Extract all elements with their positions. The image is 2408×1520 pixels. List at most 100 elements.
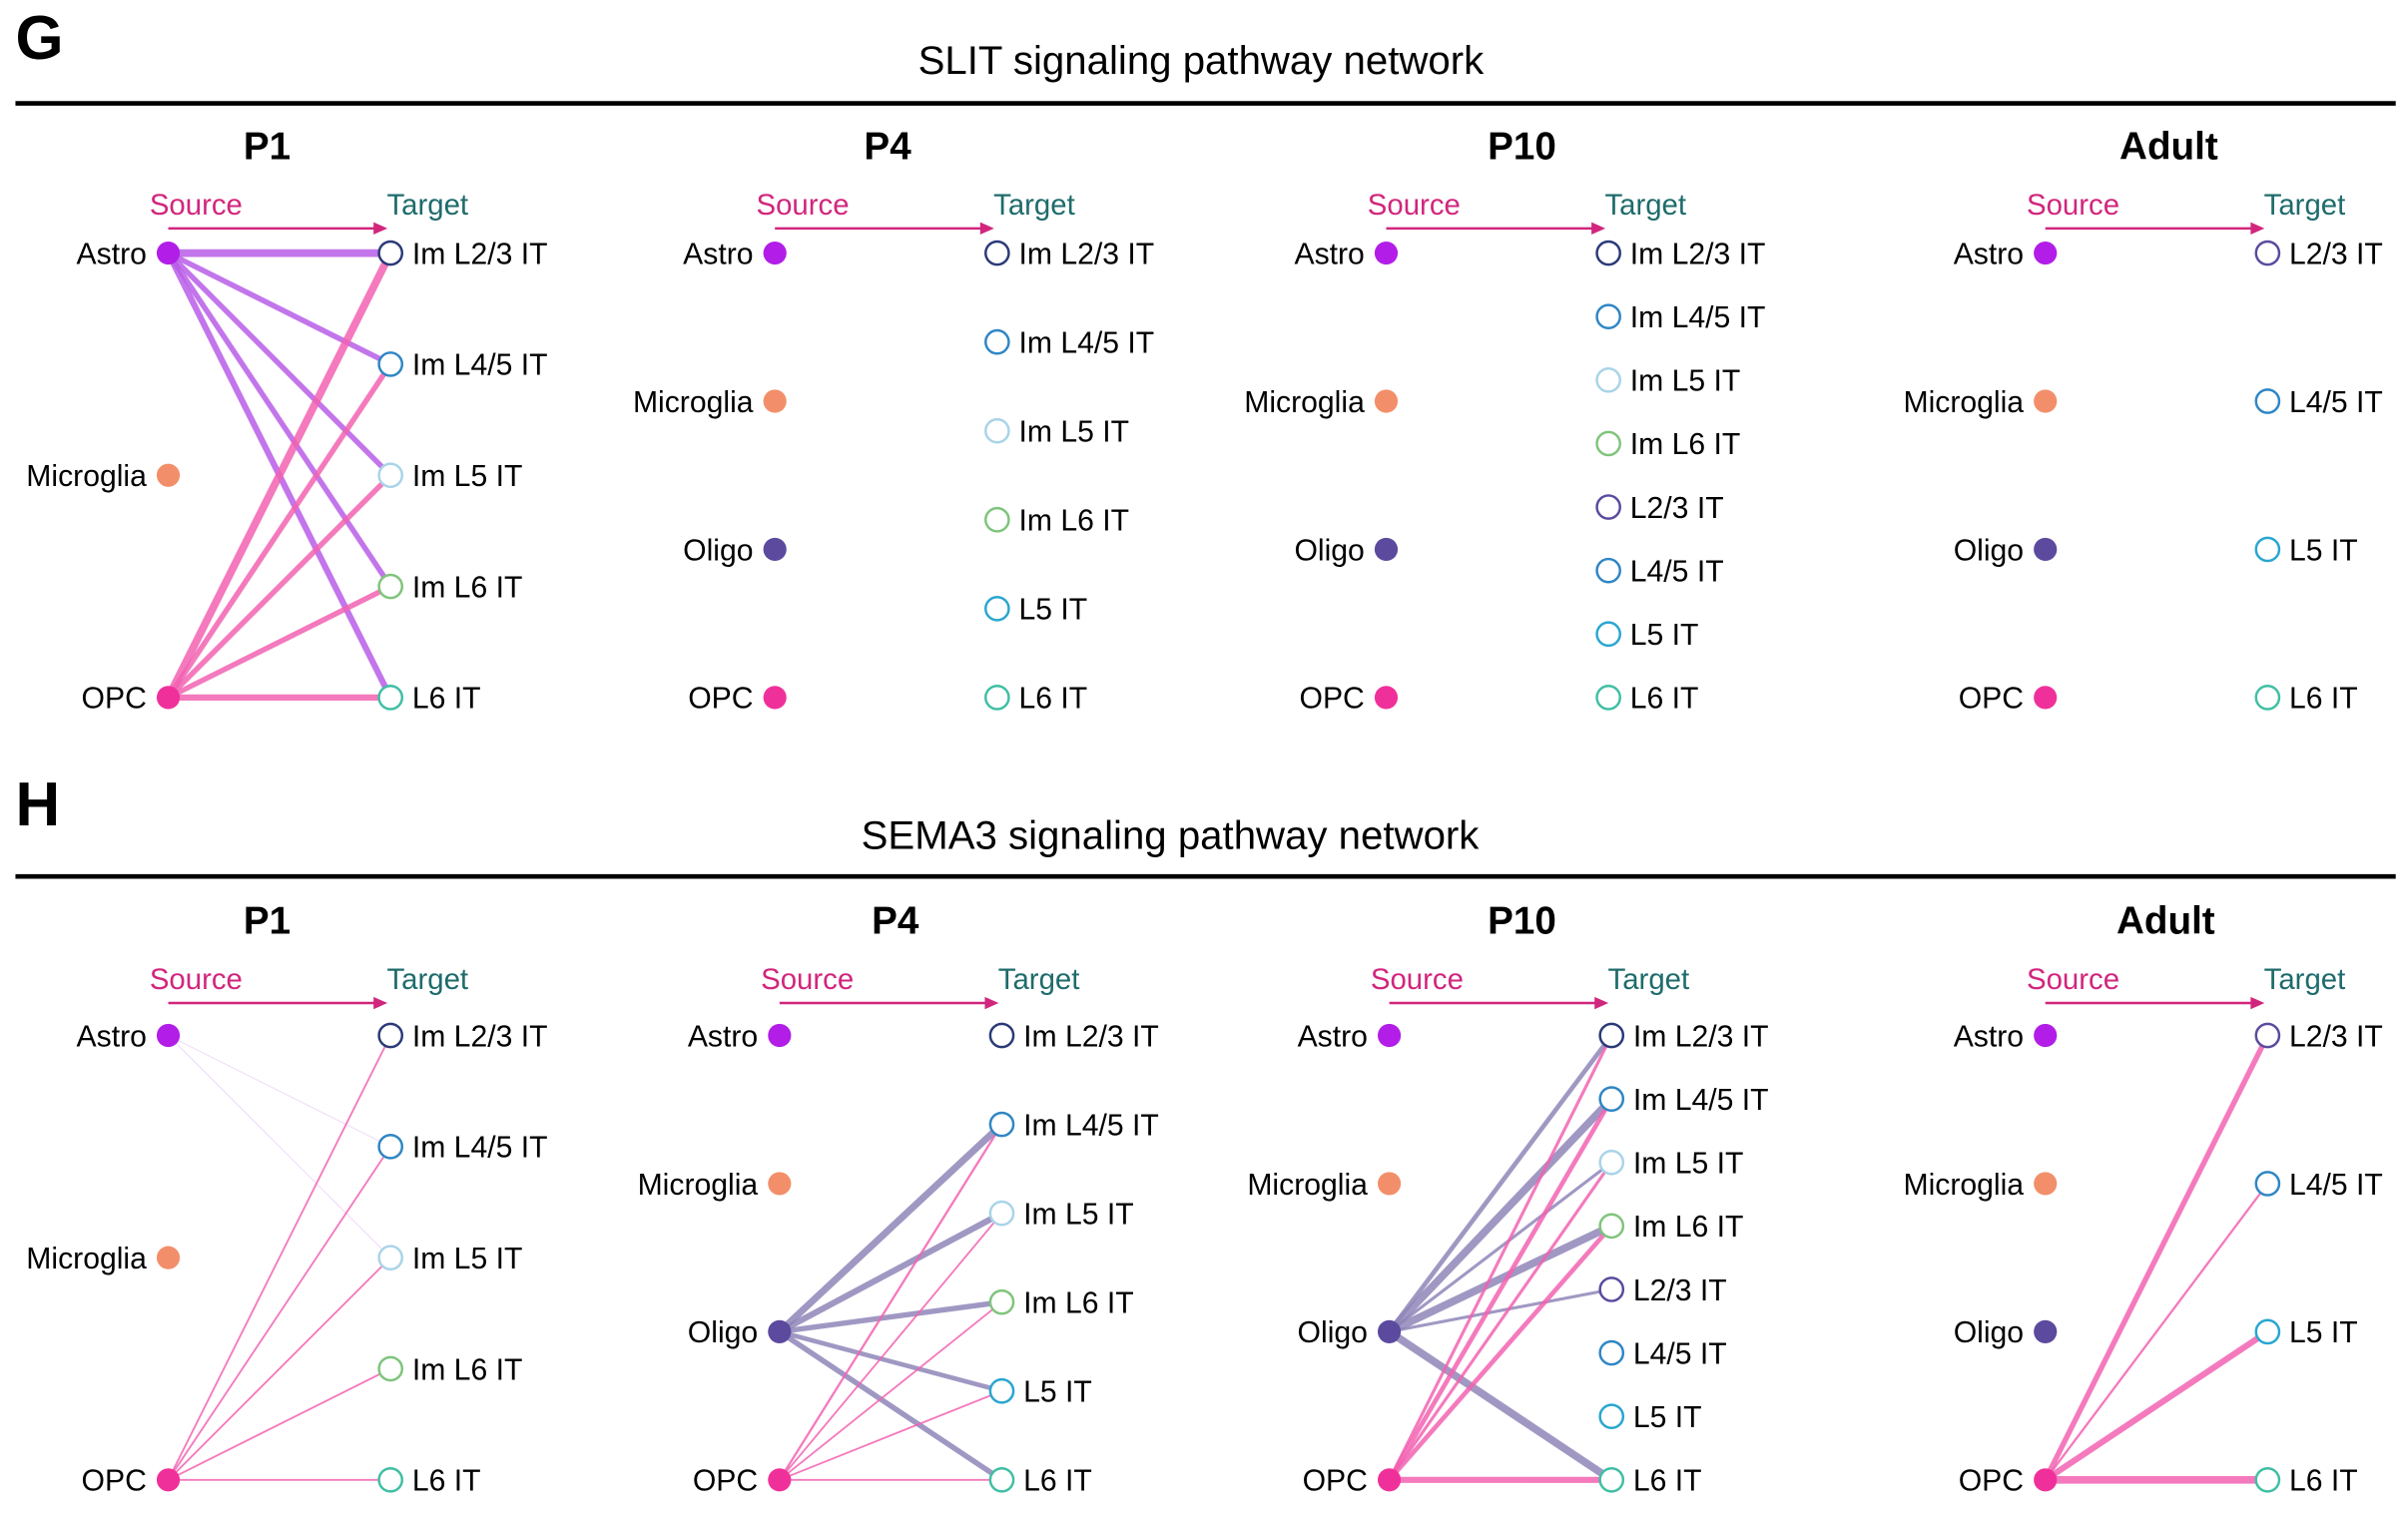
target-header: Target	[386, 963, 468, 996]
target-node-l2-3-it	[1598, 1276, 1625, 1302]
panel-title: Adult	[2119, 125, 2218, 168]
target-node-l5-it	[2254, 536, 2281, 563]
source-node-microglia	[2034, 389, 2058, 413]
target-label-l5-it: L5 IT	[2289, 534, 2358, 567]
edge-oligo-to-im-l4-5-it	[776, 1121, 1005, 1335]
target-node-im-l4-5-it	[988, 1111, 1015, 1138]
target-node-im-l2-3-it	[1595, 240, 1621, 266]
target-node-l5-it	[988, 1377, 1015, 1404]
target-node-im-l6-it	[984, 506, 1010, 533]
target-label-l6-it: L6 IT	[1633, 1465, 1702, 1498]
target-label-l6-it: L6 IT	[1630, 683, 1699, 716]
target-node-l6-it	[1598, 1466, 1625, 1493]
target-node-l4-5-it	[1595, 557, 1621, 584]
source-label-astro: Astro	[688, 1020, 758, 1053]
source-header: Source	[2027, 189, 2119, 222]
target-node-im-l5-it	[377, 462, 404, 489]
target-label-im-l4-5-it: Im L4/5 IT	[1018, 326, 1154, 359]
target-label-im-l4-5-it: Im L4/5 IT	[412, 349, 548, 382]
target-header: Target	[998, 963, 1080, 996]
target-node-l2-3-it	[2254, 240, 2281, 266]
target-node-im-l4-5-it	[1598, 1086, 1625, 1112]
target-node-l5-it	[1598, 1403, 1625, 1430]
edges	[2041, 1032, 2272, 1484]
target-label-l6-it: L6 IT	[2289, 683, 2358, 716]
panel-title: P1	[244, 899, 291, 942]
target-node-im-l6-it	[377, 573, 404, 600]
target-node-l4-5-it	[1598, 1339, 1625, 1366]
target-header: Target	[1604, 189, 1686, 222]
edge-opc-to-im-l5-it	[165, 472, 393, 701]
source-node-opc	[2034, 1468, 2058, 1492]
source-node-oligo	[1374, 537, 1399, 562]
target-node-im-l2-3-it	[984, 240, 1010, 266]
source-node-opc	[156, 1468, 181, 1492]
source-node-oligo	[768, 1319, 792, 1343]
source-label-opc: OPC	[1300, 683, 1365, 716]
target-label-im-l6-it: Im L6 IT	[1018, 505, 1129, 538]
target-label-l2-3-it: L2/3 IT	[1633, 1274, 1727, 1307]
target-header: Target	[386, 189, 468, 222]
source-node-astro	[768, 1023, 792, 1048]
source-label-microglia: Microglia	[633, 386, 754, 419]
edge-oligo-to-im-l5-it	[1388, 1161, 1613, 1333]
edge-opc-to-im-l6-it	[778, 1300, 1003, 1481]
source-label-oligo: Oligo	[688, 1316, 758, 1349]
target-label-im-l4-5-it: Im L4/5 IT	[1023, 1109, 1159, 1142]
target-node-l6-it	[988, 1466, 1015, 1493]
target-node-im-l5-it	[377, 1245, 404, 1270]
target-label-im-l6-it: Im L6 IT	[412, 1353, 523, 1386]
source-label-oligo: Oligo	[683, 534, 753, 567]
source-node-microglia	[1374, 389, 1399, 413]
target-label-im-l5-it: Im L5 IT	[1018, 416, 1129, 449]
target-header: Target	[2264, 189, 2346, 222]
direction-arrow-head	[373, 996, 388, 1010]
target-node-l6-it	[2254, 685, 2281, 711]
source-header: Source	[757, 189, 850, 222]
edge-astro-to-im-l5-it	[165, 250, 393, 478]
target-label-im-l5-it: Im L5 IT	[412, 460, 523, 493]
panel-title: P4	[864, 125, 911, 168]
target-node-im-l4-5-it	[1595, 303, 1621, 330]
edge-oligo-to-l5-it	[777, 1329, 1004, 1394]
target-node-im-l5-it	[988, 1200, 1015, 1227]
target-node-im-l2-3-it	[377, 240, 404, 266]
panel-title: P1	[244, 125, 291, 168]
target-label-im-l5-it: Im L5 IT	[1633, 1148, 1744, 1181]
edge-oligo-to-l6-it	[777, 1328, 1005, 1483]
target-label-im-l6-it: Im L6 IT	[1630, 428, 1741, 461]
source-label-oligo: Oligo	[1954, 1316, 2024, 1349]
source-node-microglia	[763, 389, 787, 413]
source-node-oligo	[2034, 1319, 2058, 1343]
edge-astro-to-im-l6-it	[165, 250, 393, 590]
edge-opc-to-l5-it	[2042, 1328, 2271, 1483]
source-label-astro: Astro	[1954, 1020, 2024, 1053]
source-label-microglia: Microglia	[638, 1169, 759, 1202]
source-label-astro: Astro	[683, 238, 753, 270]
source-node-opc	[768, 1468, 792, 1492]
source-label-oligo: Oligo	[1954, 534, 2024, 567]
target-header: Target	[1608, 963, 1690, 996]
edge-oligo-to-im-l6-it	[1385, 1222, 1616, 1336]
direction-arrow-head	[373, 222, 388, 236]
edge-opc-to-im-l5-it	[778, 1212, 1003, 1481]
target-label-l5-it: L5 IT	[1633, 1401, 1702, 1434]
target-node-l5-it	[1595, 621, 1621, 648]
edge-oligo-to-l6-it	[1385, 1327, 1616, 1484]
edge-opc-to-im-l6-it	[165, 583, 393, 701]
target-label-im-l6-it: Im L6 IT	[412, 571, 523, 604]
source-label-opc: OPC	[1959, 1465, 2024, 1498]
panel-title: P10	[1488, 899, 1556, 942]
target-node-im-l4-5-it	[377, 1133, 404, 1160]
panel-h-adult: Adult Source Target Astro Microglia Oligo OPC L…	[1903, 899, 2382, 1497]
target-label-im-l6-it: Im L6 IT	[1023, 1287, 1134, 1320]
target-label-im-l4-5-it: Im L4/5 IT	[1633, 1084, 1769, 1117]
target-node-im-l2-3-it	[988, 1022, 1015, 1049]
target-node-im-l5-it	[1595, 366, 1621, 393]
target-label-l2-3-it: L2/3 IT	[1630, 492, 1724, 525]
direction-arrow-head	[979, 222, 994, 236]
target-node-l6-it	[377, 1466, 404, 1493]
